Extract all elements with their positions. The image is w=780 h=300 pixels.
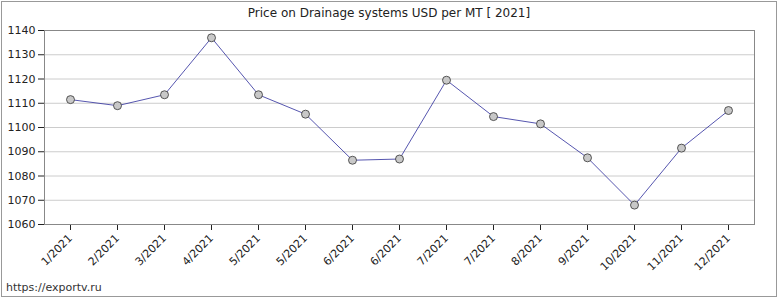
svg-text:1090: 1090 [8, 145, 36, 158]
svg-text:12/2021: 12/2021 [692, 232, 734, 274]
svg-text:1070: 1070 [8, 194, 36, 207]
svg-text:6/2021: 6/2021 [368, 232, 405, 269]
svg-text:1120: 1120 [8, 73, 36, 86]
svg-text:1130: 1130 [8, 48, 36, 61]
svg-text:10/2021: 10/2021 [598, 232, 640, 274]
svg-text:1140: 1140 [8, 24, 36, 37]
svg-text:1100: 1100 [8, 121, 36, 134]
svg-text:1110: 1110 [8, 97, 36, 110]
svg-text:11/2021: 11/2021 [645, 232, 687, 274]
svg-text:1080: 1080 [8, 170, 36, 183]
svg-text:2/2021: 2/2021 [86, 232, 123, 269]
html-text:Price on Drainage systems USD: Price on Drainage systems USD per MT [ 2… [247, 6, 531, 20]
svg-text:9/2021: 9/2021 [556, 232, 593, 269]
svg-text:1060: 1060 [8, 218, 36, 231]
svg-text:6/2021: 6/2021 [321, 232, 358, 269]
svg-text:1/2021: 1/2021 [39, 232, 76, 269]
svg-text:3/2021: 3/2021 [133, 232, 170, 269]
svg-text:5/2021: 5/2021 [274, 232, 311, 269]
svg-text:7/2021: 7/2021 [462, 232, 499, 269]
svg-text:7/2021: 7/2021 [415, 232, 452, 269]
svg-text:5/2021: 5/2021 [227, 232, 264, 269]
svg-text:4/2021: 4/2021 [180, 232, 217, 269]
svg-text:8/2021: 8/2021 [509, 232, 546, 269]
html-text:https://exportv.ru: https://exportv.ru [6, 281, 102, 294]
